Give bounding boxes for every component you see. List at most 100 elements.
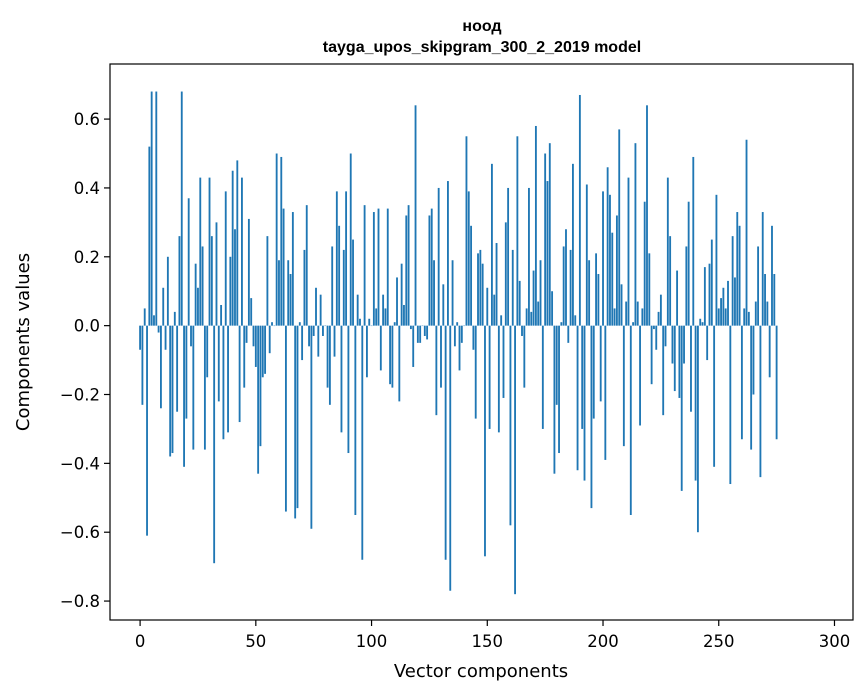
bar-199 [599, 325, 602, 402]
bar-41 [234, 229, 236, 326]
plot-frame [109, 63, 854, 621]
bars-group [139, 91, 778, 595]
bar-265 [752, 325, 755, 395]
bar-236 [685, 246, 688, 326]
bar-66 [291, 212, 294, 326]
bar-54 [264, 325, 267, 374]
bar-188 [574, 315, 577, 326]
bar-81 [326, 325, 329, 388]
bar-176 [546, 181, 549, 326]
bar-133 [447, 181, 449, 326]
bar-193 [585, 184, 588, 326]
bar-104 [379, 325, 382, 371]
bar-121 [419, 325, 422, 343]
bar-172 [537, 301, 540, 326]
bar-165 [521, 325, 523, 336]
bar-69 [298, 322, 301, 326]
bar-205 [613, 308, 616, 326]
bar-152 [490, 163, 493, 326]
bar-93 [354, 325, 357, 515]
bar-94 [356, 294, 359, 326]
bar-169 [530, 311, 533, 326]
bar-135 [451, 260, 454, 326]
bar-270 [764, 274, 766, 326]
bar-105 [382, 294, 385, 326]
y-tick-label: 0.2 [74, 248, 100, 267]
bar-110 [393, 322, 396, 326]
bar-213 [632, 322, 635, 326]
bar-156 [500, 315, 503, 326]
bar-111 [396, 277, 398, 326]
bar-207 [618, 129, 621, 326]
bar-171 [534, 125, 537, 326]
bar-30 [208, 177, 211, 326]
bar-117 [409, 325, 412, 330]
bar-82 [328, 325, 331, 405]
bar-47 [247, 218, 250, 326]
bar-27 [201, 246, 204, 326]
bar-59 [275, 153, 278, 326]
bar-191 [581, 325, 584, 429]
bar-148 [481, 263, 484, 326]
bar-57 [271, 322, 273, 326]
y-axis-label: Components values [13, 253, 34, 431]
bar-76 [315, 287, 317, 326]
bar-184 [565, 229, 567, 326]
bar-106 [384, 308, 387, 326]
bar-128 [435, 325, 438, 416]
x-axis-ticks: 0 50 100 150 200 250 300 [135, 620, 850, 651]
bar-130 [440, 325, 442, 388]
bar-19 [183, 325, 185, 467]
bar-77 [317, 325, 320, 357]
bar-258 [736, 212, 739, 326]
bar-241 [696, 325, 699, 533]
y-tick-label: −0.4 [60, 454, 100, 473]
bar-253 [724, 308, 727, 326]
bar-161 [511, 249, 514, 326]
y-tick-label: 0.0 [74, 317, 100, 336]
bar-9 [160, 325, 162, 409]
bar-118 [412, 325, 415, 367]
bar-181 [558, 325, 560, 454]
bar-17 [178, 236, 181, 326]
bar-173 [539, 260, 542, 326]
bar-25 [197, 287, 199, 326]
bar-147 [479, 249, 482, 326]
bar-197 [595, 253, 597, 326]
x-tick-label: 50 [245, 632, 266, 651]
bar-50 [254, 325, 257, 367]
bar-98 [366, 325, 368, 378]
bar-21 [187, 198, 190, 326]
bar-225 [659, 294, 662, 326]
bar-168 [528, 187, 530, 326]
bar-87 [340, 325, 343, 433]
bar-269 [761, 212, 764, 326]
bar-211 [627, 177, 630, 326]
bar-246 [708, 263, 711, 326]
bar-55 [266, 236, 269, 326]
bar-90 [347, 325, 350, 454]
x-axis-label: Vector components [394, 661, 568, 682]
bar-26 [199, 177, 202, 326]
bar-78 [319, 294, 322, 326]
bar-142 [467, 191, 470, 326]
bar-14 [171, 325, 174, 454]
bar-183 [562, 246, 565, 326]
bar-238 [690, 325, 692, 412]
bar-108 [389, 325, 391, 385]
bar-72 [305, 205, 308, 326]
bar-60 [278, 260, 280, 326]
bar-70 [301, 325, 304, 361]
bar-223 [655, 325, 658, 350]
bar-18 [180, 91, 183, 326]
bar-154 [495, 243, 498, 326]
bar-247 [710, 239, 713, 326]
bar-174 [541, 325, 544, 429]
bar-196 [592, 325, 595, 419]
bar-231 [673, 325, 676, 392]
bar-137 [456, 322, 459, 326]
bar-219 [646, 105, 648, 326]
bar-157 [502, 325, 505, 398]
bar-38 [227, 325, 229, 433]
bar-113 [400, 263, 403, 326]
